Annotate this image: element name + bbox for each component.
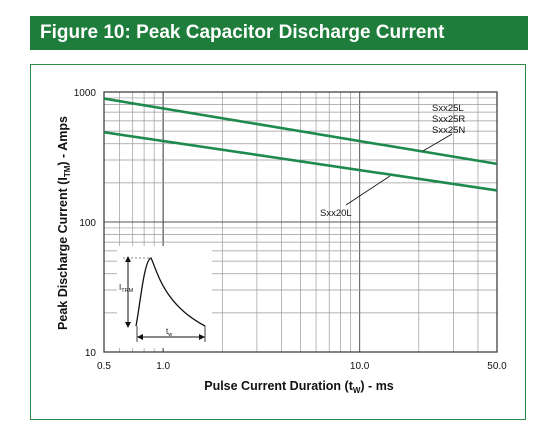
x-tick-label: 10.0 <box>350 361 370 372</box>
arrow-head-right <box>199 334 205 340</box>
inset-pulse-diagram: ITRM tw <box>117 246 212 348</box>
y-axis-label: Peak Discharge Current (ITM) - Amps <box>56 116 72 330</box>
width-label: tw <box>166 327 172 338</box>
arrow-head-down <box>125 322 131 328</box>
x-tick-label: 1.0 <box>156 361 170 372</box>
leader-line <box>345 175 391 206</box>
plot-area-border <box>103 91 498 353</box>
arrow-head-up <box>125 256 131 262</box>
series-label-sxx20l: Sxx20L <box>320 208 352 219</box>
x-tick-label: 50.0 <box>487 361 507 372</box>
y-tick-label: 1000 <box>74 88 97 99</box>
y-tick-label: 100 <box>79 218 96 229</box>
inset-background <box>117 246 212 348</box>
chart-frame <box>30 64 526 420</box>
tick-labels: 0.5 1.0 10.0 50.0 10 100 1000 <box>74 88 507 372</box>
series-line-1 <box>103 97 498 166</box>
arrow-head-left <box>137 334 143 340</box>
series-label-sxx25l: Sxx25L <box>432 103 464 114</box>
x-axis-label: Pulse Current Duration (tW) - ms <box>204 379 394 395</box>
series-lines <box>103 97 498 192</box>
axes <box>103 91 498 353</box>
x-tick-label: 0.5 <box>97 361 111 372</box>
pulse-curve <box>135 257 206 327</box>
series-line-2 <box>103 130 498 192</box>
figure-title: Figure 10: Peak Capacitor Discharge Curr… <box>30 16 528 50</box>
series-label-sxx25n: Sxx25N <box>432 125 465 136</box>
series-label-sxx25r: Sxx25R <box>432 114 465 125</box>
leader-line <box>422 133 453 152</box>
peak-label: ITRM <box>119 283 134 294</box>
y-tick-label: 10 <box>85 348 97 359</box>
